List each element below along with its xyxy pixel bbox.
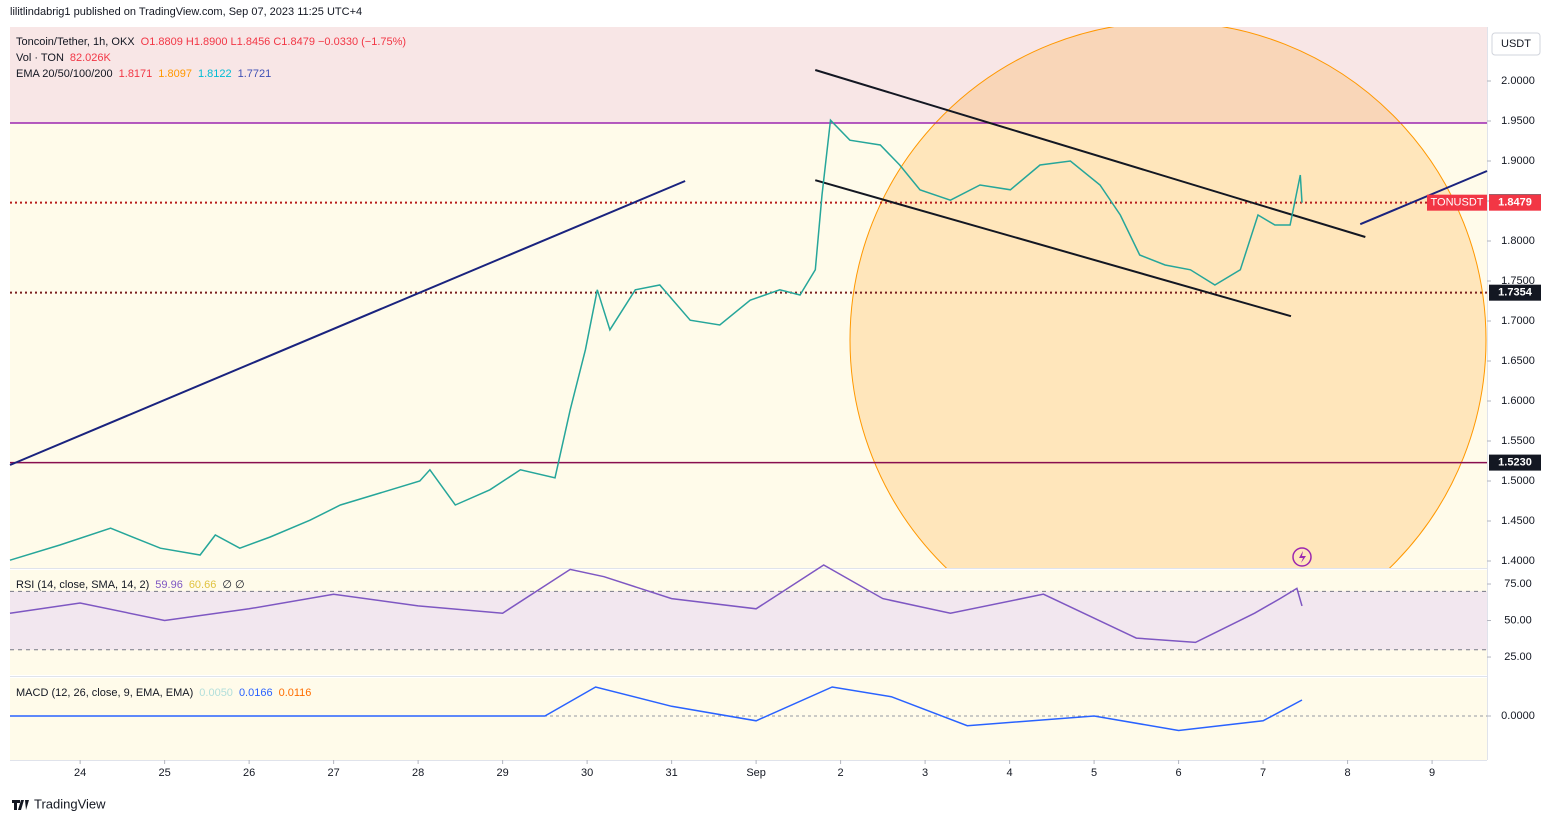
- x-tick-label: 4: [1007, 767, 1013, 779]
- trendline: [1359, 170, 1488, 226]
- brand: TradingView: [34, 796, 106, 811]
- ema-value: 1.8097: [158, 68, 192, 80]
- x-tick-label: 8: [1345, 767, 1351, 779]
- circle-drawing: [849, 27, 1487, 568]
- price-line: [10, 686, 1303, 732]
- trendline: [814, 179, 1292, 318]
- y-tick-label: 0.0000: [1501, 710, 1535, 722]
- x-tick-label: 2: [838, 767, 844, 779]
- ema-value: 1.8171: [119, 68, 153, 80]
- price-tag-box: [1427, 194, 1487, 211]
- zone-band: [10, 27, 1487, 123]
- price-label-box: [1489, 454, 1541, 471]
- pane-title: RSI (14, close, SMA, 14, 2): [16, 579, 149, 591]
- event-icon-bolt: [1299, 551, 1306, 563]
- y-tick-label: 1.7500: [1501, 275, 1535, 287]
- price-label-box: [1489, 284, 1541, 301]
- readout: 59.96: [155, 579, 183, 591]
- rsi-band: [10, 591, 1487, 650]
- price-label: 1.7354: [1498, 287, 1533, 299]
- y-tick-label: 1.6000: [1501, 395, 1535, 407]
- price-tag: TONUSDT: [1431, 197, 1484, 209]
- currency-button[interactable]: [1491, 32, 1541, 56]
- volume-label: Vol · TON: [16, 52, 64, 64]
- y-tick-label: 2.0000: [1501, 75, 1535, 87]
- y-tick-label: 1.9500: [1501, 115, 1535, 127]
- price-line: [9, 118, 1303, 561]
- x-tick-label: 28: [412, 767, 424, 779]
- ema-label: EMA 20/50/100/200: [16, 68, 113, 80]
- price-label: 1.5230: [1498, 457, 1532, 469]
- ema-value: 1.8122: [198, 68, 232, 80]
- readout: 0.0050: [199, 687, 233, 699]
- x-tick-label: 31: [665, 767, 677, 779]
- event-icon[interactable]: [1292, 547, 1312, 567]
- x-tick-label: 3: [922, 767, 928, 779]
- y-tick-label: 1.4500: [1501, 515, 1535, 527]
- currency[interactable]: USDT: [1501, 38, 1531, 50]
- x-tick-label: 5: [1091, 767, 1097, 779]
- ema-value: 1.7721: [238, 68, 272, 80]
- readout: 0.0166: [239, 687, 273, 699]
- trendline: [814, 69, 1366, 238]
- x-tick-label: 26: [243, 767, 255, 779]
- y-tick-label: 1.9000: [1501, 155, 1535, 167]
- y-tick-label: 75.00: [1504, 578, 1532, 590]
- x-tick-label: 27: [327, 767, 339, 779]
- y-tick-label: 1.5500: [1501, 435, 1535, 447]
- logo: [12, 800, 29, 810]
- x-tick-label: 25: [159, 767, 171, 779]
- volume-value: 82.026K: [70, 52, 112, 64]
- y-tick-label: 1.5000: [1501, 475, 1535, 487]
- price-label-box: [1489, 194, 1541, 211]
- x-tick-label: 6: [1176, 767, 1182, 779]
- readout: 0.0116: [279, 687, 312, 699]
- x-tick-label: 30: [581, 767, 593, 779]
- x-tick-label: 24: [74, 767, 86, 779]
- ohlc: O1.8809 H1.8900 L1.8456 C1.8479 −0.0330 …: [141, 36, 406, 48]
- x-tick-label: 9: [1429, 767, 1435, 779]
- price-line: [9, 564, 1303, 644]
- trendline: [9, 180, 686, 466]
- y-tick-label: 1.8000: [1501, 235, 1535, 247]
- y-tick-label: 50.00: [1504, 614, 1532, 626]
- readout: ∅ ∅: [222, 579, 244, 591]
- y-tick-label: 25.00: [1504, 651, 1532, 663]
- pane-title: Toncoin/Tether, 1h, OKX: [16, 36, 135, 48]
- x-tick-label: 7: [1260, 767, 1266, 779]
- pane-title: MACD (12, 26, close, 9, EMA, EMA): [16, 687, 193, 699]
- x-tick-label: 29: [496, 767, 508, 779]
- publisher: lilitlindabrig1 published on TradingView…: [10, 6, 362, 18]
- y-tick-label: 1.6500: [1501, 355, 1535, 367]
- readout: 60.66: [189, 579, 217, 591]
- y-tick-label: 1.4000: [1501, 555, 1535, 567]
- x-tick-label: Sep: [746, 767, 766, 779]
- y-tick-label: 1.7000: [1501, 315, 1535, 327]
- price-label: 1.8479: [1498, 197, 1532, 209]
